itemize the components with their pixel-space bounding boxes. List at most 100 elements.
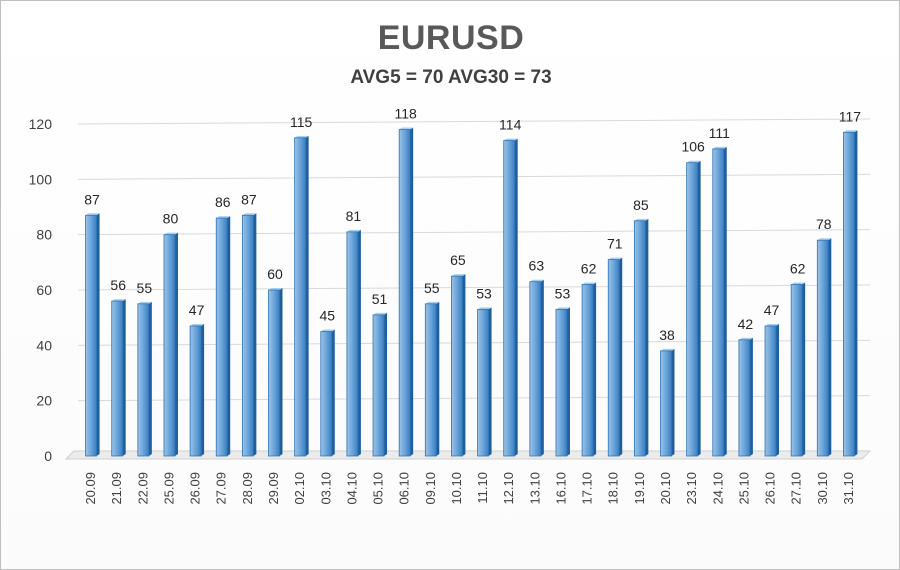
bar-side	[645, 218, 649, 456]
y-axis: 0 20 40 60 80 100 120	[29, 116, 53, 464]
x-tick-label: 21.09	[109, 472, 124, 505]
x-tick-label: 25.10	[736, 472, 751, 505]
x-tick-label: 17.10	[580, 472, 595, 505]
bar-top	[294, 135, 309, 138]
data-label: 115	[290, 114, 313, 130]
bar-top	[503, 138, 518, 141]
bar-25.09	[163, 232, 178, 457]
bar-22.09	[137, 301, 152, 457]
bar	[294, 137, 307, 457]
bar-27.10	[790, 282, 806, 457]
grid-lines	[64, 118, 872, 460]
bar	[686, 162, 699, 457]
bar-top	[686, 160, 701, 163]
data-label: 42	[738, 316, 754, 332]
bar-28.09	[241, 213, 257, 457]
bar	[660, 350, 672, 457]
bar-side	[279, 288, 283, 456]
bar-side	[436, 301, 440, 456]
x-tick-label: 27.10	[789, 472, 804, 505]
bar-top	[582, 282, 597, 285]
bar	[529, 281, 542, 457]
bar	[372, 314, 385, 457]
y-tick-label: 40	[36, 337, 52, 353]
bar-side	[749, 337, 753, 456]
data-label: 55	[137, 280, 153, 296]
bar-top	[529, 279, 544, 282]
bar-top	[346, 229, 361, 232]
x-tick-label: 16.10	[553, 472, 568, 505]
x-tick-label: 10.10	[449, 472, 464, 505]
data-label: 38	[659, 327, 675, 343]
bar-side	[96, 213, 100, 456]
bar-11.10	[477, 307, 492, 457]
bar	[163, 234, 176, 457]
bar	[712, 148, 725, 457]
bar-side	[540, 279, 544, 456]
bar-side	[384, 312, 388, 456]
chart-title: EURUSD	[377, 19, 525, 57]
bar-12.10	[503, 138, 518, 457]
bar-side	[331, 329, 335, 456]
bar	[764, 325, 777, 457]
x-tick-label: 20.10	[658, 472, 673, 505]
bar-top	[111, 299, 126, 302]
data-label: 117	[839, 108, 862, 124]
data-label: 114	[499, 117, 522, 133]
x-tick-label: 31.10	[841, 472, 856, 505]
data-label: 78	[816, 216, 832, 232]
bar	[424, 303, 437, 457]
bar	[111, 300, 124, 457]
x-tick-label: 02.10	[292, 472, 307, 505]
x-tick-label: 11.10	[475, 472, 490, 504]
bar-top	[85, 213, 100, 216]
bar-10.10	[451, 274, 466, 457]
x-tick-label: 13.10	[527, 472, 542, 505]
bar-top	[373, 312, 388, 315]
data-label: 51	[372, 291, 388, 307]
bar	[398, 129, 411, 457]
bar-top	[399, 127, 414, 130]
bar-side	[410, 127, 414, 457]
bar-top	[817, 238, 832, 241]
bar-02.10	[294, 135, 309, 457]
bar-side	[148, 301, 152, 456]
gridline	[77, 173, 871, 180]
bar-top	[765, 323, 780, 326]
x-tick-label: 26.09	[188, 472, 203, 505]
bar-side	[253, 213, 257, 456]
bar-top	[712, 146, 727, 149]
data-label: 111	[709, 125, 730, 141]
bar-side	[488, 307, 492, 456]
gridline	[77, 118, 871, 125]
y-tick-label: 20	[36, 393, 52, 409]
x-tick-label: 24.10	[710, 472, 725, 505]
bar	[137, 303, 150, 457]
bars	[85, 127, 858, 457]
data-label: 53	[555, 285, 571, 301]
data-label: 80	[163, 211, 179, 227]
data-label: 63	[529, 258, 545, 274]
x-tick-label: 03.10	[318, 472, 333, 505]
data-label: 118	[395, 106, 418, 122]
bar-side	[174, 232, 178, 456]
bar-31.10	[843, 130, 858, 457]
data-label: 55	[424, 280, 440, 296]
bar-05.10	[372, 312, 388, 457]
y-tick-label: 80	[36, 227, 52, 243]
data-label: 47	[764, 302, 780, 318]
bar-26.10	[764, 323, 780, 457]
x-tick-label: 30.10	[815, 472, 830, 505]
bar-side	[671, 348, 675, 456]
bar-side	[227, 216, 231, 456]
bar	[85, 214, 97, 457]
bar-top	[634, 218, 649, 221]
bar-top	[451, 274, 466, 277]
bar-top	[608, 257, 623, 260]
bar-20.09	[85, 213, 100, 457]
bar-top	[843, 130, 858, 133]
data-label: 71	[607, 236, 623, 252]
data-label: 62	[790, 260, 806, 276]
bar-20.10	[660, 348, 675, 457]
